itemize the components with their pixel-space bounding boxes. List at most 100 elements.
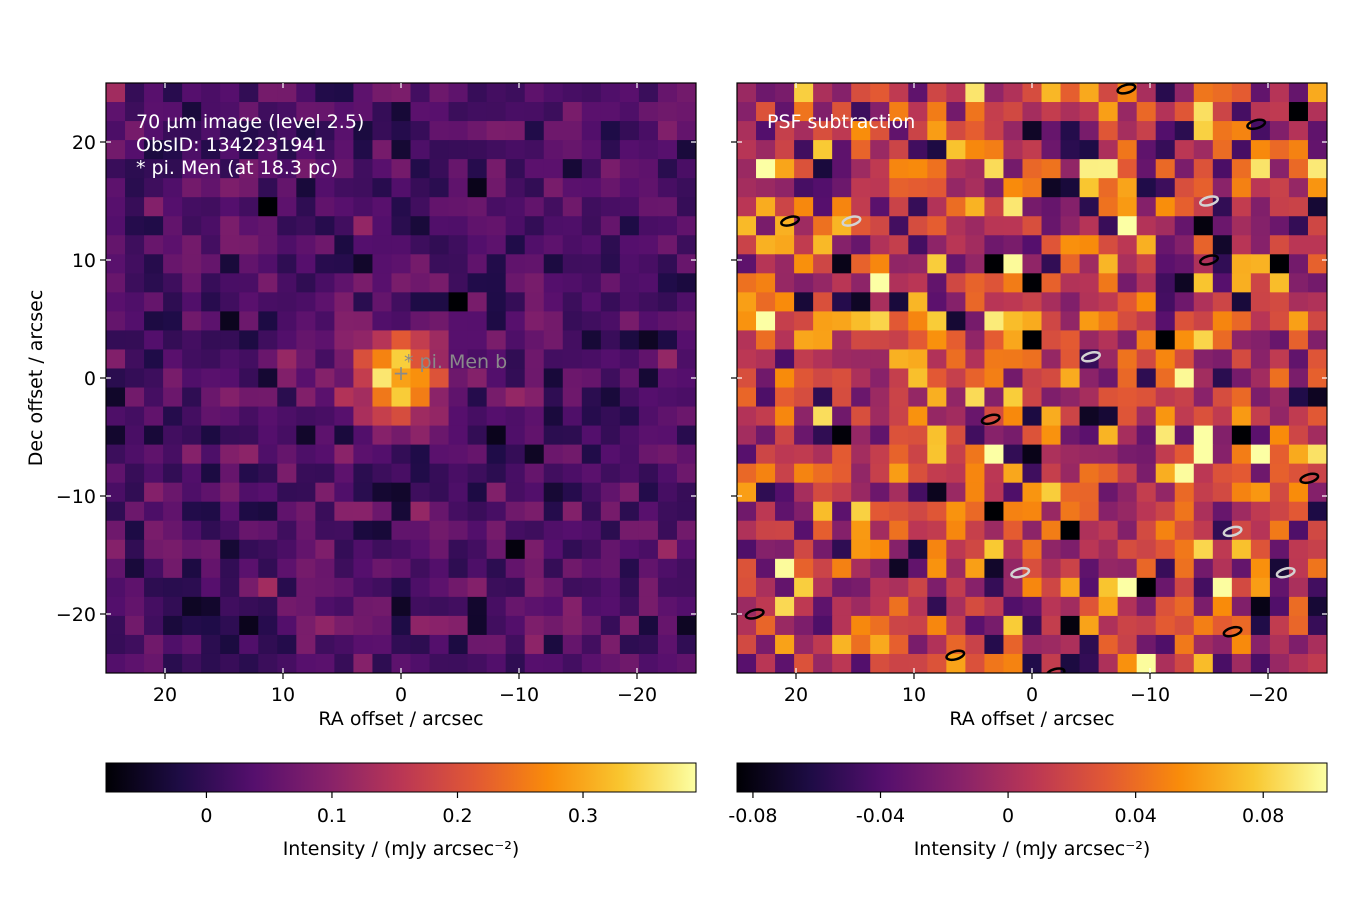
heatmap-cell (1079, 83, 1100, 103)
heatmap-cell (1193, 596, 1214, 617)
annotation-line-1: 70 µm image (level 2.5) (136, 111, 364, 133)
heatmap-cell (201, 102, 221, 122)
heatmap-cell (315, 102, 335, 122)
heatmap-cell (1003, 178, 1024, 198)
heatmap-cell (1117, 292, 1138, 312)
heatmap-cell (486, 444, 507, 465)
heatmap-cell (410, 235, 431, 255)
heatmap-cell (737, 368, 757, 389)
heatmap-cell (1155, 102, 1176, 122)
heatmap-cell (144, 501, 164, 522)
heatmap-cell (1250, 83, 1271, 103)
heatmap-cell (334, 368, 355, 389)
heatmap-cell (1155, 254, 1176, 274)
heatmap-cell (870, 520, 890, 541)
heatmap-cell (448, 83, 469, 103)
heatmap-cell (1174, 273, 1195, 293)
heatmap-cell (163, 539, 183, 560)
heatmap-cell (851, 463, 871, 484)
heatmap-cell (984, 539, 1005, 560)
heatmap-cell (163, 368, 183, 389)
heatmap-cell (1307, 596, 1327, 617)
heatmap-cell (125, 596, 145, 617)
heatmap-cell (144, 463, 164, 484)
heatmap-cell (163, 444, 183, 465)
heatmap-cell (429, 653, 450, 673)
heatmap-cell (1250, 254, 1271, 274)
heatmap-cell (676, 406, 696, 427)
heatmap-cell (1003, 634, 1024, 655)
heatmap-cell (410, 197, 431, 217)
heatmap-cell (467, 121, 488, 141)
heatmap-cell (775, 482, 795, 503)
heatmap-cell (486, 216, 507, 236)
heatmap-cell (296, 83, 316, 103)
heatmap-cell (429, 292, 450, 312)
heatmap-cell (505, 596, 526, 617)
heatmap-cell (106, 444, 126, 465)
heatmap-cell (851, 235, 871, 255)
heatmap-cell (467, 83, 488, 103)
heatmap-cell (486, 520, 507, 541)
heatmap-cell (315, 273, 335, 293)
heatmap-cell (581, 596, 602, 617)
heatmap-cell (125, 406, 145, 427)
x-tick-label: −10 (499, 684, 539, 706)
heatmap-cell (277, 311, 297, 332)
heatmap-cell (927, 520, 947, 541)
heatmap-cell (125, 615, 145, 636)
heatmap-cell (946, 83, 966, 103)
heatmap-cell (1174, 387, 1195, 408)
heatmap-cell (410, 425, 431, 446)
heatmap-cell (182, 425, 202, 446)
heatmap-cell (353, 140, 374, 160)
heatmap-cell (448, 520, 469, 541)
heatmap-cell (220, 273, 240, 293)
heatmap-cell (737, 425, 757, 446)
heatmap-cell (524, 406, 545, 427)
heatmap-cell (1098, 121, 1119, 141)
heatmap-cell (163, 482, 183, 503)
heatmap-cell (1269, 596, 1290, 617)
heatmap-cell (600, 140, 621, 160)
heatmap-cell (315, 292, 335, 312)
heatmap-cell (448, 121, 469, 141)
heatmap-cell (144, 254, 164, 274)
heatmap-cell (889, 83, 909, 103)
heatmap-cell (794, 482, 814, 503)
heatmap-cell (562, 159, 583, 179)
heatmap-cell (372, 368, 393, 389)
heatmap-cell (794, 235, 814, 255)
heatmap-cell (353, 406, 374, 427)
heatmap-cell (1041, 577, 1062, 598)
heatmap-cell (372, 406, 393, 427)
heatmap-cell (794, 501, 814, 522)
heatmap-cell (619, 539, 640, 560)
heatmap-cell (1307, 368, 1327, 389)
heatmap-cell (296, 311, 316, 332)
heatmap-cell (946, 102, 966, 122)
heatmap-cell (391, 596, 412, 617)
heatmap-cell (657, 539, 678, 560)
heatmap-cell (775, 406, 795, 427)
heatmap-cell (600, 425, 621, 446)
heatmap-cell (756, 178, 776, 198)
heatmap-cell (946, 539, 966, 560)
heatmap-cell (813, 463, 833, 484)
heatmap-cell (946, 254, 966, 274)
heatmap-cell (163, 235, 183, 255)
heatmap-cell (619, 634, 640, 655)
heatmap-cell (1288, 444, 1309, 465)
heatmap-cell (524, 368, 545, 389)
heatmap-cell (737, 558, 757, 579)
heatmap-cell (125, 197, 145, 217)
heatmap-cell (927, 83, 947, 103)
heatmap-cell (182, 368, 202, 389)
heatmap-cell (125, 634, 145, 655)
heatmap-cell (429, 330, 450, 351)
heatmap-cell (1041, 501, 1062, 522)
heatmap-cell (1003, 615, 1024, 636)
heatmap-cell (334, 425, 355, 446)
heatmap-cell (832, 330, 852, 351)
heatmap-cell (467, 178, 488, 198)
